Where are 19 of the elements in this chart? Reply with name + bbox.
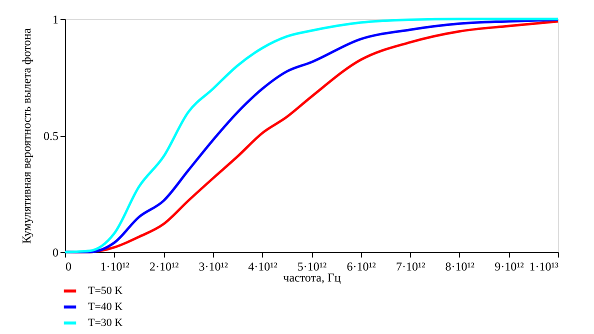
x-tick-label: 5·10¹²: [297, 260, 327, 274]
y-axis-title: Кумулятивная вероятность вылета фотона: [20, 28, 34, 244]
x-axis-title: частота, Гц: [283, 270, 342, 284]
y-tick-label: 0: [52, 246, 58, 260]
y-tick-label: 1: [52, 12, 58, 26]
x-tick-label: 4·10¹²: [248, 260, 278, 274]
legend-label: T=30 K: [88, 317, 123, 329]
x-tick-label: 1·10¹³: [529, 260, 559, 274]
x-tick-label: 9·10¹²: [494, 260, 524, 274]
legend-label: T=50 K: [88, 285, 123, 297]
x-tick-label: 8·10¹²: [445, 260, 475, 274]
x-tick-label: 2·10¹²: [150, 260, 180, 274]
x-tick-label: 6·10¹²: [346, 260, 376, 274]
legend-label: T=40 K: [88, 301, 123, 313]
y-tick-label: 0.5: [44, 129, 58, 143]
x-tick-label: 1·10¹²: [100, 260, 130, 274]
x-tick-label: 3·10¹²: [198, 260, 228, 274]
x-tick-label: 0: [66, 260, 72, 274]
x-tick-label: 7·10¹²: [396, 260, 426, 274]
